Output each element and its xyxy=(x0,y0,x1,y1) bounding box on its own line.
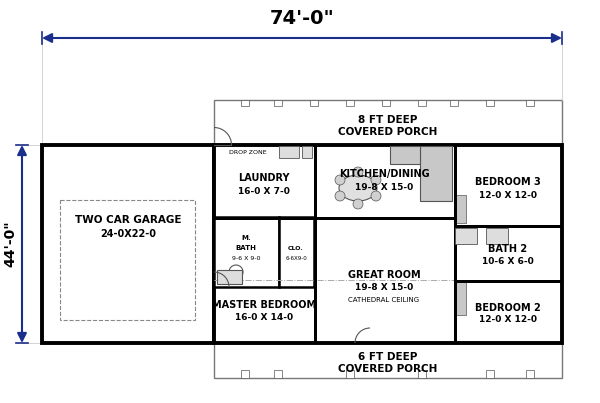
Bar xyxy=(455,228,477,244)
Bar xyxy=(310,100,318,106)
Bar xyxy=(420,146,452,201)
Bar xyxy=(346,370,354,378)
Bar xyxy=(214,217,279,287)
Circle shape xyxy=(371,175,381,185)
Text: COVERED PORCH: COVERED PORCH xyxy=(338,364,437,374)
Bar xyxy=(279,146,299,158)
Text: COVERED PORCH: COVERED PORCH xyxy=(338,127,437,137)
Circle shape xyxy=(335,175,345,185)
Bar xyxy=(314,145,317,343)
Text: 12-0 X 12-0: 12-0 X 12-0 xyxy=(479,316,537,324)
Bar xyxy=(214,217,454,220)
Bar xyxy=(486,228,508,244)
Text: CATHEDRAL CEILING: CATHEDRAL CEILING xyxy=(349,297,419,303)
Text: 6 FT DEEP: 6 FT DEEP xyxy=(358,352,418,362)
Ellipse shape xyxy=(339,175,377,201)
Bar xyxy=(454,280,466,315)
Bar xyxy=(42,145,214,343)
Bar xyxy=(454,195,466,223)
Bar xyxy=(279,217,314,287)
Bar xyxy=(302,146,312,158)
Text: 16-0 X 7-0: 16-0 X 7-0 xyxy=(238,187,290,195)
Bar xyxy=(346,100,354,106)
Bar xyxy=(241,370,249,378)
Bar xyxy=(214,343,562,378)
Bar xyxy=(486,370,494,378)
Circle shape xyxy=(353,167,363,177)
Text: GREAT ROOM: GREAT ROOM xyxy=(347,270,421,280)
Bar xyxy=(217,270,242,284)
Text: 44'-0": 44'-0" xyxy=(3,221,17,267)
Bar xyxy=(274,100,282,106)
Bar xyxy=(418,100,426,106)
Bar xyxy=(390,146,420,164)
Text: MASTER BEDROOM: MASTER BEDROOM xyxy=(212,300,316,310)
Text: KITCHEN/DINING: KITCHEN/DINING xyxy=(338,169,430,179)
Text: CLO.: CLO. xyxy=(288,245,304,251)
Bar xyxy=(526,100,534,106)
Bar xyxy=(241,100,249,106)
Text: LAUNDRY: LAUNDRY xyxy=(238,173,290,183)
Text: 8 FT DEEP: 8 FT DEEP xyxy=(358,115,418,125)
Text: BATH 2: BATH 2 xyxy=(488,244,527,254)
Text: TWO CAR GARAGE: TWO CAR GARAGE xyxy=(75,215,181,225)
Text: 16-0 X 14-0: 16-0 X 14-0 xyxy=(235,312,293,322)
Bar xyxy=(450,100,458,106)
Text: 24-0X22-0: 24-0X22-0 xyxy=(100,229,156,239)
Circle shape xyxy=(353,199,363,209)
Bar xyxy=(454,225,562,228)
Bar xyxy=(214,100,562,145)
Text: BATH: BATH xyxy=(236,245,256,251)
Text: DROP ZONE: DROP ZONE xyxy=(229,150,267,154)
Bar xyxy=(454,280,562,283)
Circle shape xyxy=(335,191,345,201)
Text: 10-6 X 6-0: 10-6 X 6-0 xyxy=(482,256,534,266)
Text: 6-6X9-0: 6-6X9-0 xyxy=(285,256,307,260)
Text: BEDROOM 2: BEDROOM 2 xyxy=(475,303,541,313)
Bar xyxy=(418,370,426,378)
Bar xyxy=(526,370,534,378)
Bar xyxy=(214,145,562,343)
Bar xyxy=(486,100,494,106)
Circle shape xyxy=(229,265,243,279)
Bar xyxy=(454,145,457,343)
Bar xyxy=(274,370,282,378)
Bar xyxy=(382,100,390,106)
Bar xyxy=(60,200,195,320)
Text: 19-8 X 15-0: 19-8 X 15-0 xyxy=(355,283,413,293)
Text: 12-0 X 12-0: 12-0 X 12-0 xyxy=(479,191,537,199)
Text: 9-6 X 9-0: 9-6 X 9-0 xyxy=(232,256,260,260)
Text: M.: M. xyxy=(241,235,251,241)
Text: BEDROOM 3: BEDROOM 3 xyxy=(475,177,541,187)
Circle shape xyxy=(371,191,381,201)
Text: 19-8 X 15-0: 19-8 X 15-0 xyxy=(355,183,413,191)
Text: 74'-0": 74'-0" xyxy=(269,8,334,27)
